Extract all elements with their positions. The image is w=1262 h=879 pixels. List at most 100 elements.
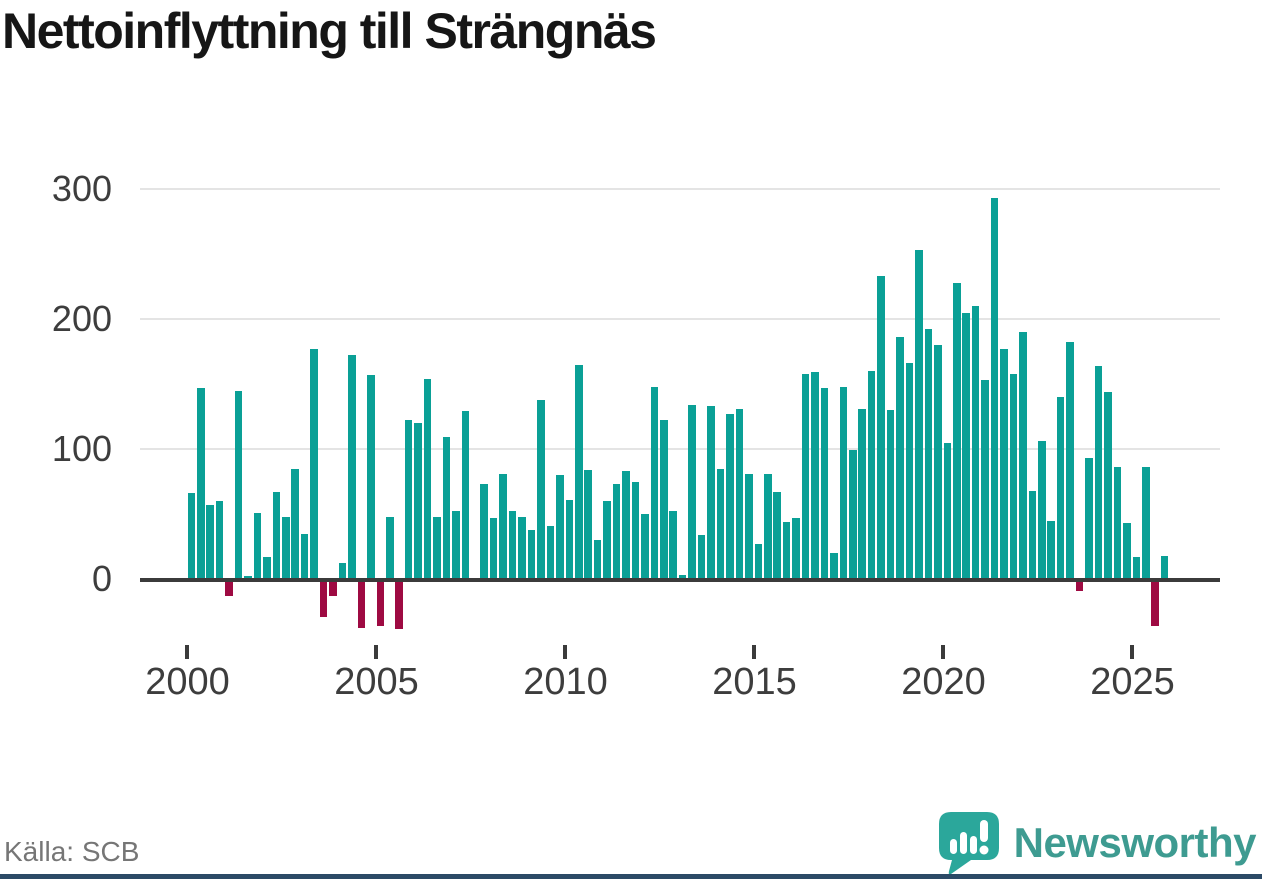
y-axis-label-100: 100 xyxy=(51,428,112,469)
bar-2023-Q4 xyxy=(1085,458,1093,579)
bar-2012-Q3 xyxy=(660,420,668,579)
bar-2005-Q1 xyxy=(376,582,385,627)
y-axis-label-0: 0 xyxy=(91,558,112,599)
bar-2011-Q3 xyxy=(622,471,630,579)
bar-2010-Q4 xyxy=(593,540,602,579)
bar-2015-Q4 xyxy=(782,521,791,579)
bar-2016-Q1 xyxy=(792,517,800,579)
bar-2003-Q3 xyxy=(319,582,328,618)
bar-2023-Q2 xyxy=(1066,342,1074,579)
x-tick-2015 xyxy=(752,645,756,659)
bar-2006-Q3 xyxy=(433,516,441,579)
bar-2018-Q2 xyxy=(877,276,885,579)
y-axis-label-300: 300 xyxy=(51,168,112,209)
newsworthy-logo: Newsworthy xyxy=(937,810,1257,876)
y-axis-label-200: 200 xyxy=(51,298,112,339)
gridline-100 xyxy=(140,448,1220,450)
bar-2009-Q2 xyxy=(537,399,545,579)
bar-2025-Q2 xyxy=(1141,467,1150,579)
bar-2019-Q2 xyxy=(915,250,923,579)
bar-2011-Q2 xyxy=(612,484,621,579)
bar-2024-Q3 xyxy=(1113,467,1122,579)
bar-2012-Q1 xyxy=(641,514,649,579)
bar-2023-Q3 xyxy=(1075,582,1084,592)
bar-2003-Q1 xyxy=(300,533,309,579)
bottom-border xyxy=(0,874,1262,879)
bar-2017-Q2 xyxy=(839,386,848,579)
bar-2016-Q2 xyxy=(801,373,810,579)
bar-2022-Q4 xyxy=(1047,520,1056,579)
bar-2006-Q1 xyxy=(414,423,422,579)
bar-2015-Q3 xyxy=(773,491,781,579)
x-tick-2025 xyxy=(1130,645,1134,659)
bar-2006-Q2 xyxy=(423,378,432,579)
newsworthy-logo-icon xyxy=(938,812,999,875)
bar-2003-Q4 xyxy=(329,582,337,597)
page-title: Nettoinflyttning till Strängnäs xyxy=(2,3,657,59)
x-axis-label-2000: 2000 xyxy=(145,661,230,703)
x-axis-label-2005: 2005 xyxy=(334,661,419,703)
bar-2013-Q2 xyxy=(688,404,696,579)
bar-2012-Q2 xyxy=(650,386,659,579)
bar-2024-Q1 xyxy=(1094,365,1103,579)
bar-2001-Q3 xyxy=(244,576,252,579)
bar-2024-Q4 xyxy=(1123,523,1131,579)
bar-2021-Q2 xyxy=(990,198,999,579)
bar-2013-Q3 xyxy=(697,534,706,579)
bar-2017-Q4 xyxy=(858,408,867,579)
bar-2005-Q2 xyxy=(385,516,394,579)
bar-2002-Q2 xyxy=(272,491,281,579)
bar-2004-Q1 xyxy=(338,563,347,579)
bar-2022-Q3 xyxy=(1038,441,1046,579)
bar-2000-Q1 xyxy=(187,493,196,579)
bar-2007-Q2 xyxy=(461,411,470,579)
bar-2024-Q2 xyxy=(1104,391,1112,579)
bar-2007-Q4 xyxy=(480,484,489,579)
bar-2001-Q2 xyxy=(234,390,243,579)
bar-2016-Q3 xyxy=(811,372,819,579)
bar-2023-Q1 xyxy=(1056,397,1065,579)
bar-2025-Q1 xyxy=(1132,556,1141,579)
bar-2004-Q3 xyxy=(357,582,366,628)
bar-2010-Q3 xyxy=(584,469,592,579)
bar-2022-Q1 xyxy=(1019,332,1027,579)
bar-2009-Q3 xyxy=(546,525,555,579)
bar-2020-Q2 xyxy=(952,282,961,579)
bar-2001-Q4 xyxy=(253,512,262,579)
bar-2008-Q2 xyxy=(499,473,507,579)
bar-2007-Q1 xyxy=(452,511,460,579)
x-axis-label-2020: 2020 xyxy=(901,661,986,703)
bar-2015-Q1 xyxy=(754,543,763,579)
bar-2006-Q4 xyxy=(442,437,451,579)
bar-2018-Q1 xyxy=(867,371,876,579)
bar-2020-Q4 xyxy=(971,306,980,579)
bar-2015-Q2 xyxy=(763,473,772,579)
bar-2008-Q4 xyxy=(518,516,526,579)
bar-2025-Q3 xyxy=(1151,582,1159,627)
bar-2018-Q4 xyxy=(896,337,904,579)
bar-2014-Q4 xyxy=(745,473,753,579)
bar-2008-Q1 xyxy=(489,517,498,579)
bar-2005-Q3 xyxy=(395,582,403,629)
bar-2016-Q4 xyxy=(820,387,829,579)
bar-2014-Q3 xyxy=(735,408,744,579)
bar-2021-Q3 xyxy=(1000,348,1008,579)
bar-2001-Q1 xyxy=(225,582,233,597)
bar-2021-Q4 xyxy=(1009,373,1018,579)
gridline-200 xyxy=(140,318,1220,320)
bar-2009-Q4 xyxy=(556,475,564,579)
bar-2005-Q4 xyxy=(404,420,413,579)
bar-2019-Q3 xyxy=(924,329,933,579)
bar-2018-Q3 xyxy=(886,410,895,579)
bar-2010-Q1 xyxy=(565,499,574,579)
bar-2000-Q3 xyxy=(206,504,214,579)
bar-2000-Q4 xyxy=(215,501,224,579)
bar-2002-Q3 xyxy=(282,516,290,579)
bar-2022-Q2 xyxy=(1028,490,1037,579)
bar-2008-Q3 xyxy=(508,511,517,579)
newsworthy-wordmark: Newsworthy xyxy=(1013,819,1257,866)
x-axis-label-2010: 2010 xyxy=(523,661,608,703)
bar-2014-Q2 xyxy=(726,413,734,579)
x-axis-zero-line xyxy=(140,578,1220,582)
x-tick-2005 xyxy=(374,645,378,659)
